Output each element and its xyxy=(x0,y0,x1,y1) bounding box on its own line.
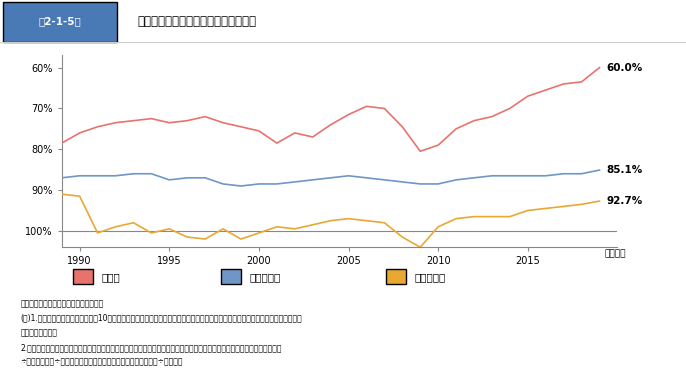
FancyBboxPatch shape xyxy=(386,269,406,284)
Text: 小規模企業: 小規模企業 xyxy=(415,272,446,282)
FancyBboxPatch shape xyxy=(221,269,241,284)
Text: 92.7%: 92.7% xyxy=(606,196,643,206)
Text: 大企業: 大企業 xyxy=(102,272,120,282)
Text: （年度）: （年度） xyxy=(605,249,626,258)
Text: 中規模企業: 中規模企業 xyxy=(250,272,281,282)
Text: ÷（１－変動費÷売上高）、損益分岐点比率＝損益分岐点売上高÷売上高。: ÷（１－変動費÷売上高）、損益分岐点比率＝損益分岐点売上高÷売上高。 xyxy=(21,358,182,367)
Text: 2.固定費＝人件費＋減価償却費＋営業外費用－営業外収益、変動費＝売上高－経常利益－固定費、損益分岐点売上高＝固定費: 2.固定費＝人件費＋減価償却費＋営業外費用－営業外収益、変動費＝売上高－経常利益… xyxy=(21,343,282,352)
FancyBboxPatch shape xyxy=(3,2,117,42)
Text: 資料：財務省「法人企業統計調査年報」: 資料：財務省「法人企業統計調査年報」 xyxy=(21,299,104,308)
Text: 60.0%: 60.0% xyxy=(606,63,643,73)
Text: 85.1%: 85.1% xyxy=(606,165,643,175)
Text: 損益分岐点比率の推移（企業規模別）: 損益分岐点比率の推移（企業規模別） xyxy=(137,15,256,28)
FancyBboxPatch shape xyxy=(73,269,93,284)
Text: 満の企業とする。: 満の企業とする。 xyxy=(21,328,58,337)
Text: 第2-1-5図: 第2-1-5図 xyxy=(38,16,82,26)
Text: (注)1.ここでいう大企業とは資本金10億円以上、中規模企業とは資本金１千万円以上１億円未満、小規模企業とは資本金１千万円未: (注)1.ここでいう大企業とは資本金10億円以上、中規模企業とは資本金１千万円以… xyxy=(21,314,302,323)
